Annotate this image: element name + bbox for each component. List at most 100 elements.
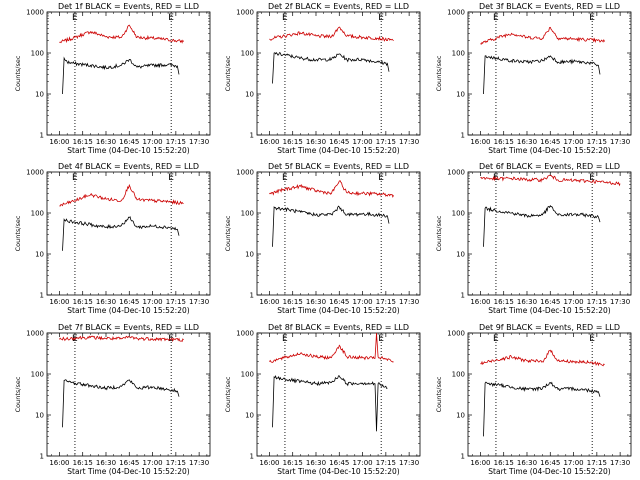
y-axis-label: Counts/sec (14, 215, 22, 251)
event-marker: E (378, 173, 384, 183)
event-marker: E (168, 13, 174, 23)
y-tick-label: 100 (31, 50, 44, 58)
series-line-black (483, 205, 601, 247)
y-axis-label: Counts/sec (224, 55, 232, 91)
panel-8: Det 8f BLACK = Events, RED = LLD 1 10 100 10… (224, 323, 421, 476)
panel-title: Det 9f BLACK = Events, RED = LLD (479, 323, 620, 332)
panel-3: Det 3f BLACK = Events, RED = LLD 1 10 100 10… (435, 2, 632, 155)
series-line-red (480, 26, 605, 45)
series-line-black (62, 379, 180, 428)
y-tick-label: 1000 (447, 330, 465, 338)
y-tick-label: 10 (245, 91, 254, 99)
y-axis-label: Counts/sec (435, 215, 443, 251)
x-axis-label: Start Time (04-Dec-10 15:52:20) (67, 306, 189, 315)
event-marker: E (378, 13, 384, 23)
x-tick-label: 17:30 (399, 138, 419, 146)
panel-title: Det 8f BLACK = Events, RED = LLD (268, 323, 409, 332)
x-tick-label: 16:00 (470, 138, 490, 146)
x-tick-label: 16:00 (49, 298, 69, 306)
series-line-black (483, 381, 601, 437)
panel-7: Det 7f BLACK = Events, RED = LLD 1 10 100 10… (14, 323, 211, 476)
y-tick-label: 1000 (236, 169, 254, 177)
plot-frame (256, 171, 421, 296)
x-tick-label: 16:15 (494, 298, 514, 306)
panel-1: Det 1f BLACK = Events, RED = LLD 1 10 100 10… (14, 2, 211, 155)
y-tick-label: 10 (245, 412, 254, 420)
y-tick-label: 1000 (447, 9, 465, 17)
x-tick-label: 16:30 (517, 298, 537, 306)
x-tick-label: 17:15 (376, 298, 396, 306)
x-tick-label: 16:30 (517, 138, 537, 146)
x-tick-label: 16:00 (470, 459, 490, 467)
x-tick-label: 17:15 (376, 459, 396, 467)
series-line-black (62, 216, 180, 251)
y-tick-label: 100 (452, 210, 465, 218)
y-tick-label: 100 (241, 371, 254, 379)
x-tick-label: 17:15 (587, 459, 607, 467)
x-tick-label: 17:30 (610, 298, 630, 306)
x-axis-label: Start Time (04-Dec-10 15:52:20) (277, 146, 399, 155)
x-tick-label: 17:15 (376, 138, 396, 146)
series-line-red (269, 26, 394, 42)
x-tick-label: 16:15 (283, 459, 303, 467)
x-tick-label: 17:00 (352, 138, 372, 146)
x-tick-label: 16:45 (119, 298, 139, 306)
series-line-red (480, 174, 621, 187)
series-line-black (272, 51, 390, 84)
y-tick-label: 1000 (26, 9, 44, 17)
plot-frame (46, 171, 211, 296)
event-marker: E (168, 173, 174, 183)
x-tick-label: 16:30 (517, 459, 537, 467)
y-tick-label: 10 (456, 412, 465, 420)
x-tick-label: 17:30 (189, 138, 209, 146)
x-tick-label: 17:00 (142, 459, 162, 467)
x-tick-label: 17:00 (563, 298, 583, 306)
x-tick-label: 16:30 (96, 459, 116, 467)
event-marker: E (493, 334, 499, 344)
x-tick-label: 16:15 (494, 138, 514, 146)
y-tick-label: 1 (250, 292, 254, 300)
x-tick-label: 16:30 (96, 138, 116, 146)
plot-frame (467, 332, 632, 457)
x-tick-label: 16:00 (49, 138, 69, 146)
y-tick-label: 100 (241, 210, 254, 218)
x-tick-label: 17:15 (587, 138, 607, 146)
y-axis-label: Counts/sec (224, 376, 232, 412)
y-tick-label: 1000 (447, 169, 465, 177)
x-tick-label: 16:00 (259, 298, 279, 306)
x-tick-label: 16:15 (73, 138, 93, 146)
x-tick-label: 16:15 (73, 298, 93, 306)
plot-frame (256, 332, 421, 457)
plot-frame (467, 11, 632, 136)
event-marker: E (589, 334, 595, 344)
x-axis-label: Start Time (04-Dec-10 15:52:20) (67, 146, 189, 155)
x-tick-label: 17:30 (610, 138, 630, 146)
panel-2: Det 2f BLACK = Events, RED = LLD 1 10 100 10… (224, 2, 421, 155)
x-axis-label: Start Time (04-Dec-10 15:52:20) (488, 467, 610, 476)
x-tick-label: 16:45 (540, 138, 560, 146)
x-tick-label: 17:15 (587, 298, 607, 306)
y-axis-label: Counts/sec (435, 376, 443, 412)
event-marker: E (282, 173, 288, 183)
event-marker: E (493, 13, 499, 23)
plot-frame (46, 11, 211, 136)
x-tick-label: 16:30 (306, 138, 326, 146)
y-tick-label: 1 (40, 292, 44, 300)
x-axis-label: Start Time (04-Dec-10 15:52:20) (277, 467, 399, 476)
y-tick-label: 10 (35, 91, 44, 99)
x-tick-label: 17:30 (189, 298, 209, 306)
x-tick-label: 16:15 (283, 298, 303, 306)
x-tick-label: 17:15 (166, 459, 186, 467)
series-line-black (483, 55, 601, 95)
y-axis-label: Counts/sec (14, 376, 22, 412)
x-tick-label: 16:00 (49, 459, 69, 467)
x-tick-label: 16:45 (540, 298, 560, 306)
y-tick-label: 100 (31, 210, 44, 218)
x-tick-label: 17:30 (610, 459, 630, 467)
x-tick-label: 17:00 (142, 138, 162, 146)
y-tick-label: 1 (250, 132, 254, 140)
x-tick-label: 16:00 (259, 138, 279, 146)
x-tick-label: 17:15 (166, 298, 186, 306)
y-tick-label: 10 (35, 251, 44, 259)
